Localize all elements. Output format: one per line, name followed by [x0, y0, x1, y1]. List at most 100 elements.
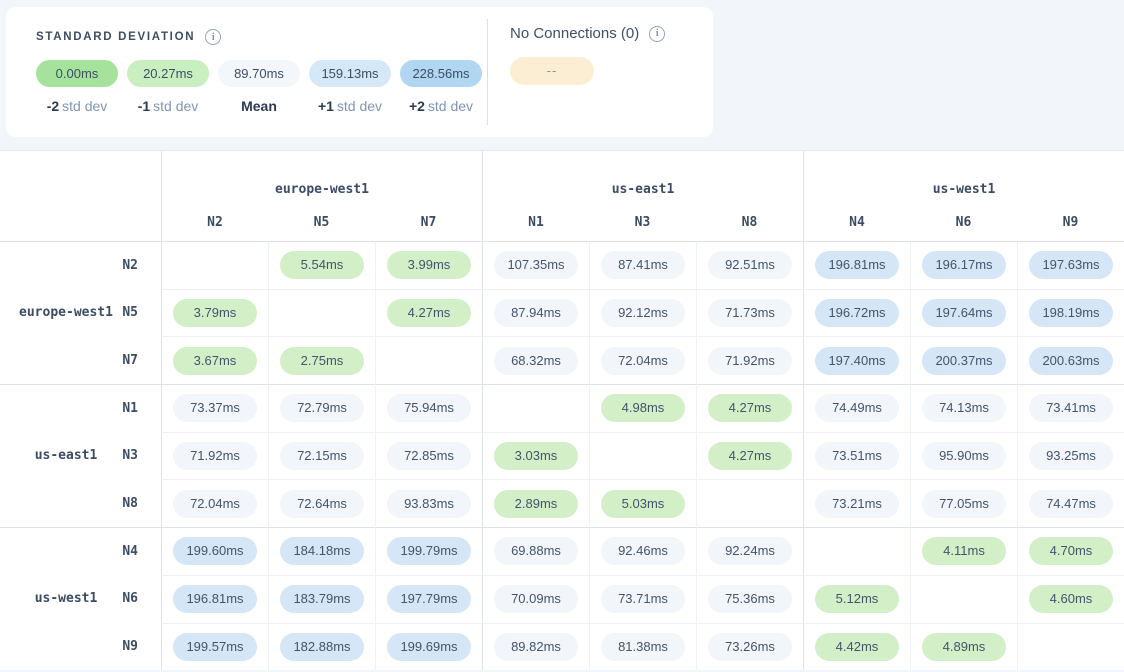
- latency-chip[interactable]: 92.24ms: [708, 537, 792, 566]
- latency-chip[interactable]: 92.46ms: [601, 537, 685, 566]
- latency-cell-N1-N6: 74.13ms: [910, 384, 1017, 432]
- latency-chip[interactable]: 71.73ms: [708, 299, 792, 328]
- latency-chip[interactable]: 72.04ms: [173, 489, 257, 518]
- latency-chip[interactable]: 183.79ms: [280, 585, 364, 614]
- latency-chip[interactable]: 93.83ms: [387, 489, 471, 518]
- latency-chip[interactable]: 87.41ms: [601, 251, 685, 280]
- latency-chip[interactable]: 75.94ms: [387, 394, 471, 423]
- latency-chip[interactable]: 4.27ms: [387, 299, 471, 328]
- latency-chip[interactable]: 72.04ms: [601, 346, 685, 375]
- latency-chip[interactable]: 73.37ms: [173, 394, 257, 423]
- latency-chip[interactable]: 93.25ms: [1029, 442, 1113, 471]
- row-node-label: N5: [122, 305, 138, 321]
- legend-chip-4: 159.13ms: [309, 60, 391, 87]
- latency-chip[interactable]: 74.47ms: [1029, 489, 1113, 518]
- latency-chip[interactable]: 71.92ms: [708, 346, 792, 375]
- latency-chip[interactable]: 72.64ms: [280, 489, 364, 518]
- latency-chip[interactable]: 5.03ms: [601, 489, 685, 518]
- row-node-label: N4: [122, 543, 138, 559]
- latency-cell-N9-N7: 199.69ms: [375, 622, 482, 671]
- latency-chip[interactable]: 73.21ms: [815, 489, 899, 518]
- info-icon[interactable]: i: [649, 25, 666, 42]
- latency-chip[interactable]: 70.09ms: [494, 585, 578, 614]
- latency-cell-N2-N7: 3.99ms: [375, 241, 482, 289]
- latency-chip[interactable]: 197.64ms: [922, 299, 1006, 328]
- latency-chip[interactable]: 4.27ms: [708, 394, 792, 423]
- latency-chip[interactable]: 199.60ms: [173, 537, 257, 566]
- latency-chip[interactable]: 3.03ms: [494, 442, 578, 471]
- latency-chip[interactable]: 5.12ms: [815, 585, 899, 614]
- latency-cell-N2-N5: 5.54ms: [268, 241, 375, 289]
- latency-chip[interactable]: 95.90ms: [922, 442, 1006, 471]
- latency-chip[interactable]: 199.79ms: [387, 537, 471, 566]
- latency-chip[interactable]: 72.79ms: [280, 394, 364, 423]
- latency-cell-N7-N9: 200.63ms: [1017, 336, 1124, 385]
- latency-chip[interactable]: 92.12ms: [601, 299, 685, 328]
- latency-chip[interactable]: 69.88ms: [494, 537, 578, 566]
- latency-chip[interactable]: 73.71ms: [601, 585, 685, 614]
- column-header-N5: N5: [313, 214, 330, 230]
- latency-chip[interactable]: 196.72ms: [815, 299, 899, 328]
- latency-chip[interactable]: 71.92ms: [173, 442, 257, 471]
- latency-cell-N1-N9: 73.41ms: [1017, 384, 1124, 432]
- latency-chip[interactable]: 3.99ms: [387, 251, 471, 280]
- latency-cell-N9-N2: 199.57ms: [161, 622, 268, 671]
- latency-chip[interactable]: 73.41ms: [1029, 394, 1113, 423]
- latency-chip[interactable]: 197.79ms: [387, 585, 471, 614]
- latency-chip[interactable]: 75.36ms: [708, 585, 792, 614]
- latency-chip[interactable]: 182.88ms: [280, 632, 364, 661]
- latency-cell-N3-N7: 72.85ms: [375, 431, 482, 480]
- latency-chip[interactable]: 4.89ms: [922, 632, 1006, 661]
- latency-chip[interactable]: 4.70ms: [1029, 537, 1113, 566]
- latency-chip[interactable]: 196.17ms: [922, 251, 1006, 280]
- latency-cell-N1-N8: 4.27ms: [696, 384, 803, 432]
- latency-chip[interactable]: 4.11ms: [922, 537, 1006, 566]
- latency-cell-N6-N2: 196.81ms: [161, 574, 268, 623]
- latency-chip[interactable]: 107.35ms: [494, 251, 578, 280]
- latency-chip[interactable]: 92.51ms: [708, 251, 792, 280]
- latency-cell-N3-N1: 3.03ms: [482, 431, 589, 480]
- latency-chip[interactable]: 68.32ms: [494, 346, 578, 375]
- latency-chip[interactable]: 2.75ms: [280, 346, 364, 375]
- latency-chip[interactable]: 4.98ms: [601, 394, 685, 423]
- latency-cell-N1-N7: 75.94ms: [375, 384, 482, 432]
- latency-cell-N1-N2: 73.37ms: [161, 384, 268, 432]
- latency-chip[interactable]: 197.40ms: [815, 346, 899, 375]
- latency-chip[interactable]: 196.81ms: [173, 585, 257, 614]
- latency-chip[interactable]: 74.13ms: [922, 394, 1006, 423]
- latency-cell-N7-N2: 3.67ms: [161, 336, 268, 385]
- latency-chip[interactable]: 184.18ms: [280, 537, 364, 566]
- latency-chip[interactable]: 87.94ms: [494, 299, 578, 328]
- no-connections-title: No Connections (0): [510, 25, 640, 42]
- latency-chip[interactable]: 77.05ms: [922, 489, 1006, 518]
- latency-cell-N8-N1: 2.89ms: [482, 479, 589, 528]
- latency-chip[interactable]: 4.42ms: [815, 632, 899, 661]
- legend-label-5: +2 std dev: [408, 98, 474, 114]
- latency-chip[interactable]: 89.82ms: [494, 632, 578, 661]
- latency-chip[interactable]: 4.27ms: [708, 442, 792, 471]
- latency-chip[interactable]: 5.54ms: [280, 251, 364, 280]
- latency-chip[interactable]: 81.38ms: [601, 632, 685, 661]
- latency-cell-N2-N3: 87.41ms: [589, 241, 696, 289]
- latency-cell-N3-N3: [589, 431, 696, 480]
- latency-chip[interactable]: 199.69ms: [387, 632, 471, 661]
- latency-chip[interactable]: 200.37ms: [922, 346, 1006, 375]
- latency-chip[interactable]: 4.60ms: [1029, 585, 1113, 614]
- latency-chip[interactable]: 72.15ms: [280, 442, 364, 471]
- latency-chip[interactable]: 73.51ms: [815, 442, 899, 471]
- latency-chip[interactable]: 197.63ms: [1029, 251, 1113, 280]
- latency-chip[interactable]: 199.57ms: [173, 632, 257, 661]
- row-node-label: N8: [122, 495, 138, 511]
- latency-chip[interactable]: 73.26ms: [708, 632, 792, 661]
- latency-chip[interactable]: 3.79ms: [173, 299, 257, 328]
- latency-chip[interactable]: 198.19ms: [1029, 299, 1113, 328]
- info-icon[interactable]: i: [205, 29, 222, 45]
- latency-chip[interactable]: 200.63ms: [1029, 346, 1113, 375]
- latency-chip[interactable]: 2.89ms: [494, 489, 578, 518]
- row-header-N5: europe-west1 N5: [0, 289, 161, 337]
- latency-chip[interactable]: 3.67ms: [173, 346, 257, 375]
- latency-chip[interactable]: 74.49ms: [815, 394, 899, 423]
- latency-chip[interactable]: 196.81ms: [815, 251, 899, 280]
- latency-chip[interactable]: 72.85ms: [387, 442, 471, 471]
- no-connections-chip: --: [510, 57, 594, 85]
